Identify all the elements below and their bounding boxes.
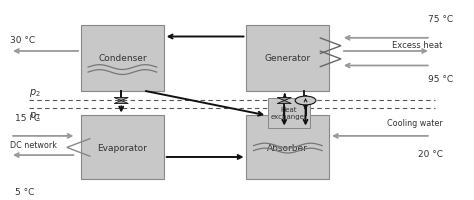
Text: 75 °C: 75 °C — [428, 15, 453, 24]
Text: Cooling water: Cooling water — [387, 118, 443, 127]
Polygon shape — [277, 101, 292, 104]
Text: $p_2$: $p_2$ — [29, 86, 41, 98]
Bar — [81, 26, 164, 91]
Text: Evaporator: Evaporator — [98, 143, 147, 152]
Text: 5 °C: 5 °C — [15, 187, 34, 196]
Text: Excess heat: Excess heat — [392, 41, 443, 50]
Bar — [246, 26, 329, 91]
Text: 15 °C: 15 °C — [15, 113, 40, 122]
Polygon shape — [114, 98, 128, 101]
Text: $p_1$: $p_1$ — [29, 110, 41, 122]
Bar — [268, 98, 310, 129]
Text: Heat
exchanger: Heat exchanger — [271, 107, 307, 120]
Polygon shape — [277, 98, 292, 101]
Bar — [81, 116, 164, 179]
Text: 20 °C: 20 °C — [418, 149, 443, 158]
Bar — [246, 116, 329, 179]
Text: Absorber: Absorber — [267, 143, 308, 152]
Text: Generator: Generator — [265, 54, 311, 63]
Text: 30 °C: 30 °C — [10, 36, 35, 45]
Circle shape — [295, 97, 316, 105]
Text: 95 °C: 95 °C — [428, 75, 453, 84]
Polygon shape — [114, 101, 128, 104]
Text: Condenser: Condenser — [98, 54, 147, 63]
Text: DC network: DC network — [10, 140, 57, 149]
